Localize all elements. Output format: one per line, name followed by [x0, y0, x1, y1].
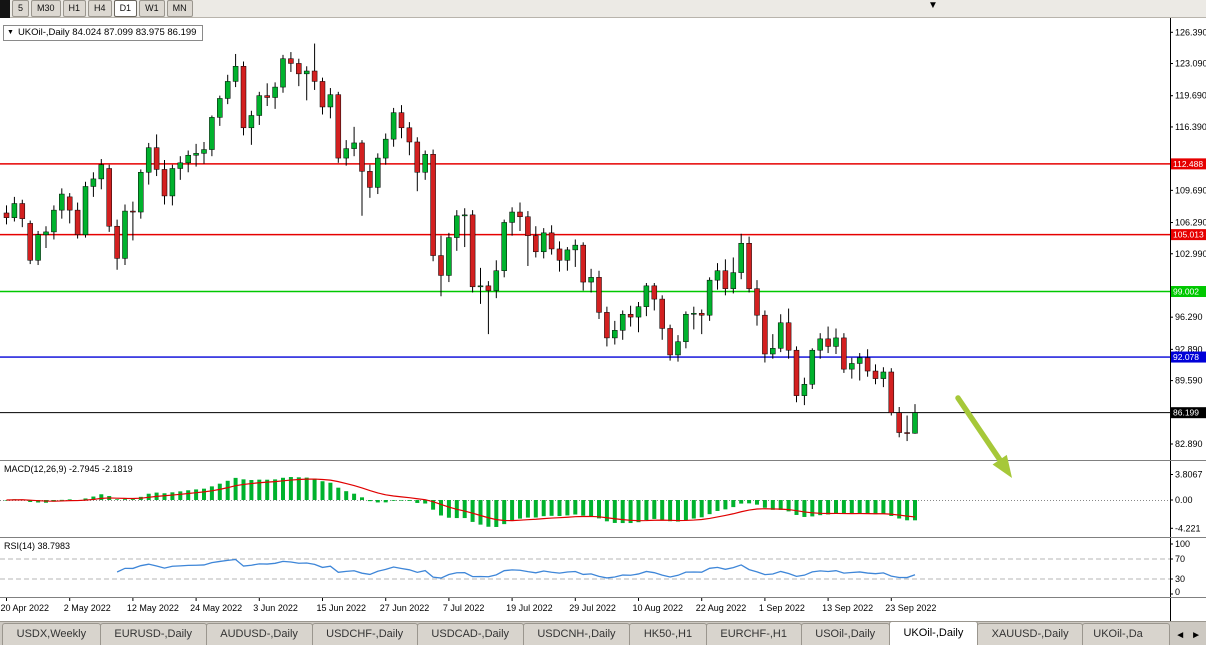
date-labels: 20 Apr 2022 2 May 2022 12 May 2022 24 May 2…: [1, 598, 936, 613]
timeframe-button-5[interactable]: 5: [12, 0, 30, 17]
svg-text:123.090: 123.090: [1175, 59, 1206, 69]
tab-hk50-h1[interactable]: HK50-,H1: [629, 623, 707, 645]
date-axis: 20 Apr 2022 2 May 2022 12 May 2022 24 May 2…: [0, 597, 1206, 621]
svg-text:112.488: 112.488: [1173, 159, 1203, 169]
svg-text:12 May 2022: 12 May 2022: [127, 603, 179, 613]
svg-text:89.590: 89.590: [1175, 376, 1203, 386]
chart-tabs: USDX,Weekly EURUSD-,Daily AUDUSD-,Daily USD…: [0, 621, 1171, 645]
svg-text:-4.221: -4.221: [1175, 523, 1201, 533]
svg-text:20 Apr 2022: 20 Apr 2022: [1, 603, 50, 613]
svg-text:15 Jun 2022: 15 Jun 2022: [317, 603, 367, 613]
timeframe-button-d1[interactable]: D1: [113, 0, 138, 17]
timeframe-buttons: 5 M30 H1 H4 D1 W1 MN: [10, 0, 193, 17]
rsi-panel[interactable]: 100 70 30 0: [0, 537, 1206, 597]
toolbar-overflow-icon[interactable]: ▼: [928, 0, 938, 11]
timeframe-button-m30[interactable]: M30: [31, 0, 61, 17]
candles-layer: [3, 43, 918, 442]
svg-text:102.990: 102.990: [1175, 249, 1206, 259]
timeframe-button-h1[interactable]: H1: [62, 0, 87, 17]
timeframe-button-w1[interactable]: W1: [139, 0, 165, 17]
chart-header-caret-icon[interactable]: ▼: [7, 28, 14, 36]
macd-axis-labels: 3.8067 0.00 -4.221: [1170, 469, 1203, 533]
date-axis-labels: 20 Apr 2022 2 May 2022 12 May 2022 24 May 2…: [1, 598, 1171, 621]
price-chart-panel[interactable]: 126.390 123.090 119.690 116.390 109.690 106.2…: [0, 18, 1206, 460]
svg-text:30: 30: [1175, 574, 1185, 584]
horizontal-lines: [0, 163, 1170, 414]
tab-usdcad-daily[interactable]: USDCAD-,Daily: [416, 623, 524, 645]
tab-scroll-left-icon[interactable]: ◄: [1175, 630, 1186, 641]
tab-ukoil-da[interactable]: UKOil-,Da: [1082, 623, 1171, 645]
svg-text:99.002: 99.002: [1173, 287, 1199, 297]
svg-text:105.013: 105.013: [1173, 230, 1204, 240]
svg-text:22 Aug 2022: 22 Aug 2022: [696, 603, 747, 613]
toolbar-corner-block: [0, 0, 10, 18]
macd-panel[interactable]: 3.8067 0.00 -4.221: [0, 460, 1206, 537]
svg-text:10 Aug 2022: 10 Aug 2022: [633, 603, 684, 613]
svg-text:0.00: 0.00: [1175, 495, 1193, 505]
rsi-axis-labels: 100 70 30 0: [1170, 539, 1190, 597]
svg-text:109.690: 109.690: [1175, 185, 1206, 195]
price-axis-labels: 126.390 123.090 119.690 116.390 109.690 106.2…: [1170, 27, 1206, 449]
price-axis-badges: 112.488 105.013 99.002 92.078 86.199: [1171, 158, 1206, 419]
timeframe-toolbar: 5 M30 H1 H4 D1 W1 MN: [0, 0, 1206, 18]
svg-text:119.690: 119.690: [1175, 91, 1206, 101]
svg-text:100: 100: [1175, 539, 1190, 549]
svg-text:82.890: 82.890: [1175, 439, 1203, 449]
rsi-chart[interactable]: 100 70 30 0: [0, 538, 1206, 597]
svg-text:3 Jun 2022: 3 Jun 2022: [253, 603, 298, 613]
svg-text:0: 0: [1175, 587, 1180, 597]
candlestick-chart[interactable]: 126.390 123.090 119.690 116.390 109.690 106.2…: [0, 18, 1206, 460]
svg-text:70: 70: [1175, 554, 1185, 564]
timeframe-button-h4[interactable]: H4: [88, 0, 112, 17]
svg-text:24 May 2022: 24 May 2022: [190, 603, 242, 613]
svg-text:19 Jul 2022: 19 Jul 2022: [506, 603, 553, 613]
macd-label: MACD(12,26,9) -2.7945 -2.1819: [4, 464, 133, 474]
svg-text:126.390: 126.390: [1175, 27, 1206, 37]
svg-text:86.199: 86.199: [1173, 408, 1199, 418]
svg-text:2 May 2022: 2 May 2022: [64, 603, 111, 613]
macd-chart[interactable]: 3.8067 0.00 -4.221: [0, 461, 1206, 537]
svg-text:13 Sep 2022: 13 Sep 2022: [822, 603, 873, 613]
svg-text:23 Sep 2022: 23 Sep 2022: [885, 603, 936, 613]
svg-text:92.078: 92.078: [1173, 352, 1199, 362]
tab-audusd-daily[interactable]: AUDUSD-,Daily: [205, 623, 313, 645]
tab-xauusd-daily[interactable]: XAUUSD-,Daily: [976, 623, 1084, 645]
svg-text:96.290: 96.290: [1175, 312, 1203, 322]
tab-usdchf-daily[interactable]: USDCHF-,Daily: [311, 623, 418, 645]
svg-text:7 Jul 2022: 7 Jul 2022: [443, 603, 485, 613]
svg-text:29 Jul 2022: 29 Jul 2022: [569, 603, 616, 613]
tab-scroll-controls: ◄ ►: [1169, 630, 1206, 645]
svg-text:27 Jun 2022: 27 Jun 2022: [380, 603, 430, 613]
tab-usdx-weekly[interactable]: USDX,Weekly: [2, 623, 101, 645]
macd-signal-line: [6, 478, 916, 522]
svg-text:116.390: 116.390: [1175, 122, 1206, 132]
tab-eurusd-daily[interactable]: EURUSD-,Daily: [99, 623, 207, 645]
timeframe-button-mn[interactable]: MN: [166, 0, 193, 17]
tab-scroll-right-icon[interactable]: ►: [1191, 630, 1201, 641]
svg-text:92.890: 92.890: [1175, 344, 1203, 354]
tab-ukoil-daily[interactable]: UKOil-,Daily: [888, 621, 978, 645]
svg-text:3.8067: 3.8067: [1175, 469, 1203, 479]
chart-header-text: UKOil-,Daily 84.024 87.099 83.975 86.199: [17, 27, 197, 38]
chart-ohlc-header: ▼ UKOil-,Daily 84.024 87.099 83.975 86.1…: [3, 25, 204, 41]
tab-eurchf-h1[interactable]: EURCHF-,H1: [705, 623, 802, 645]
rsi-line: [116, 558, 916, 579]
tab-usdcnh-daily[interactable]: USDCNH-,Daily: [522, 623, 631, 645]
rsi-label: RSI(14) 38.7983: [4, 541, 71, 551]
svg-text:106.290: 106.290: [1175, 218, 1206, 228]
tab-usoil-daily[interactable]: USOil-,Daily: [800, 623, 890, 645]
chart-tab-bar: USDX,Weekly EURUSD-,Daily AUDUSD-,Daily USD…: [0, 621, 1206, 645]
macd-histogram: [4, 477, 917, 527]
svg-text:1 Sep 2022: 1 Sep 2022: [759, 603, 805, 613]
